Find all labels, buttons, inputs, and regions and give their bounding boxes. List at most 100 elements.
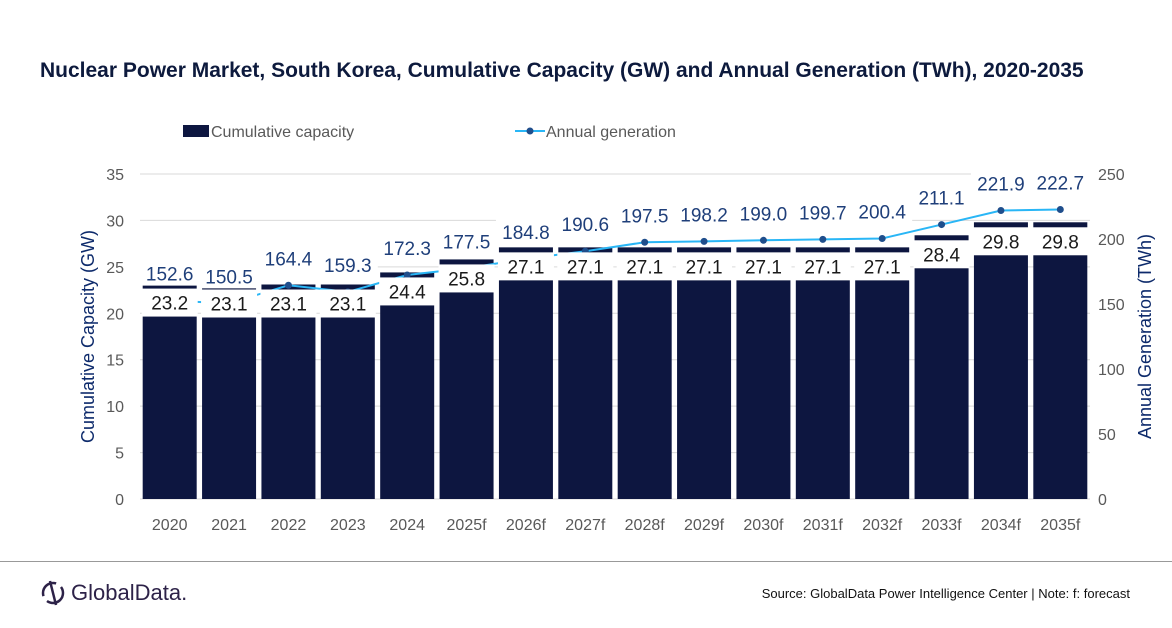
y2-tick-label: 100 — [1098, 362, 1125, 379]
generation-marker — [759, 236, 767, 244]
globaldata-logo-icon — [41, 580, 65, 606]
legend-line-marker — [526, 127, 534, 135]
line-label-bg — [555, 211, 616, 237]
y-tick-label: 0 — [115, 492, 124, 509]
line-label-bg — [911, 184, 972, 210]
y-tick-label: 20 — [106, 306, 124, 323]
line-label-bg — [317, 251, 378, 277]
bar-label-bg — [319, 289, 376, 318]
bar — [558, 247, 613, 499]
source-note: Source: GlobalData Power Intelligence Ce… — [761, 586, 1130, 601]
y-tick-label: 35 — [106, 167, 124, 184]
bar-data-label: 29.8 — [982, 232, 1019, 253]
legend-bar-swatch — [183, 125, 209, 137]
line-data-label: 159.3 — [324, 256, 372, 277]
bar-data-label: 27.1 — [507, 257, 544, 278]
x-tick-label: 2035f — [1040, 517, 1081, 534]
bar-data-label: 27.1 — [745, 257, 782, 278]
generation-marker — [878, 234, 886, 242]
globaldata-logo: GlobalData. — [40, 578, 187, 608]
legend-line-label: Annual generation — [546, 124, 676, 141]
y-tick-label: 10 — [106, 399, 124, 416]
line-data-label: 172.3 — [383, 239, 431, 260]
line-data-label: 177.5 — [443, 232, 491, 253]
y2-tick-label: 150 — [1098, 297, 1125, 314]
generation-marker — [997, 207, 1005, 215]
bar-label-bg — [497, 252, 554, 281]
x-tick-label: 2022 — [271, 517, 307, 534]
x-tick-label: 2033f — [922, 517, 963, 534]
chart-title: Nuclear Power Market, South Korea, Cumul… — [40, 59, 1084, 82]
bar — [677, 247, 732, 499]
line-data-label: 164.4 — [265, 249, 313, 270]
bar-data-label: 28.4 — [923, 245, 960, 266]
bar-data-label: 27.1 — [804, 257, 841, 278]
bar-label-bg — [260, 289, 317, 318]
line-data-label: 200.4 — [858, 202, 906, 223]
bar-label-bg — [676, 252, 733, 281]
x-tick-label: 2027f — [565, 517, 606, 534]
bar — [973, 222, 1028, 500]
logo-text: GlobalData. — [71, 580, 188, 605]
bar-data-label: 23.1 — [211, 295, 248, 316]
line-data-label: 184.8 — [502, 223, 550, 244]
line-data-label: 150.5 — [205, 267, 253, 288]
x-tick-label: 2028f — [625, 517, 666, 534]
bar — [914, 235, 969, 500]
legend-bar-label: Cumulative capacity — [211, 124, 354, 141]
bar-label-bg — [201, 289, 258, 318]
y2-tick-label: 200 — [1098, 232, 1125, 249]
bar-label-bg — [794, 252, 851, 281]
line-label-bg — [852, 198, 913, 224]
bar-data-label: 25.8 — [448, 269, 485, 290]
generation-marker — [641, 238, 649, 246]
bar-label-bg — [379, 277, 436, 306]
line-data-label: 198.2 — [680, 205, 728, 226]
bar-label-bg — [972, 227, 1029, 256]
x-tick-label: 2024 — [389, 517, 425, 534]
line-data-label: 190.6 — [562, 215, 610, 236]
bar-data-label: 27.1 — [626, 257, 663, 278]
x-tick-label: 2034f — [981, 517, 1022, 534]
bar — [795, 247, 850, 499]
bar-label-bg — [735, 252, 792, 281]
line-label-bg — [1030, 169, 1091, 195]
bar-data-label: 24.4 — [389, 282, 426, 303]
bar-data-label: 27.1 — [567, 257, 604, 278]
bar — [320, 284, 375, 499]
x-tick-label: 2020 — [152, 517, 188, 534]
x-tick-label: 2032f — [862, 517, 903, 534]
line-label-bg — [199, 263, 260, 289]
generation-marker — [819, 235, 827, 243]
line-label-bg — [139, 260, 200, 286]
line-data-label: 199.0 — [740, 204, 788, 225]
bar — [498, 247, 553, 499]
line-label-bg — [674, 201, 735, 227]
bar — [261, 284, 316, 499]
bar — [380, 272, 435, 499]
bar-label-bg — [913, 240, 970, 269]
x-tick-label: 2021 — [211, 517, 247, 534]
bar-data-label: 23.1 — [270, 295, 307, 316]
line-label-bg — [258, 245, 319, 271]
bar — [439, 259, 494, 499]
x-tick-label: 2029f — [684, 517, 725, 534]
bar-data-label: 27.1 — [686, 257, 723, 278]
bar — [617, 247, 672, 499]
y2-tick-label: 250 — [1098, 167, 1125, 184]
divider — [0, 561, 1172, 562]
bar — [855, 247, 910, 499]
y2-tick-label: 0 — [1098, 492, 1107, 509]
bar-data-label: 27.1 — [864, 257, 901, 278]
line-label-bg — [792, 199, 853, 225]
x-tick-label: 2030f — [743, 517, 784, 534]
generation-marker — [938, 221, 946, 229]
generation-marker — [403, 271, 411, 279]
line-label-bg — [495, 218, 556, 244]
line-label-bg — [970, 170, 1031, 196]
x-tick-label: 2026f — [506, 517, 547, 534]
bar-data-label: 23.1 — [329, 295, 366, 316]
y-tick-label: 5 — [115, 446, 124, 463]
bar-label-bg — [141, 288, 198, 317]
